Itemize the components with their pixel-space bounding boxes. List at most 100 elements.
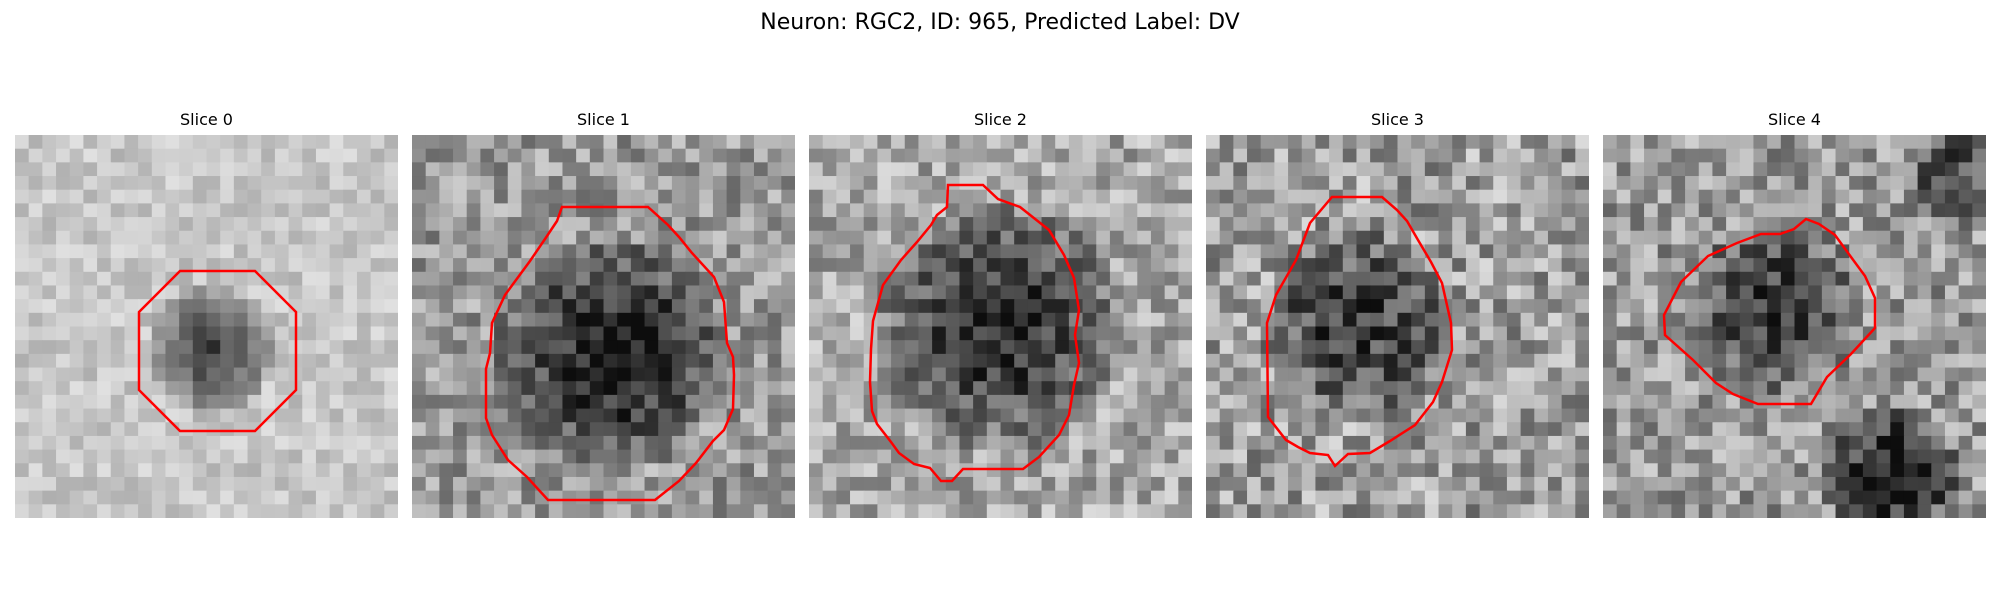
pixel <box>453 354 467 368</box>
pixel <box>494 135 508 149</box>
pixel <box>1808 299 1822 313</box>
pixel <box>508 149 522 163</box>
pixel <box>1452 477 1466 491</box>
pixel <box>426 463 440 477</box>
pixel <box>439 217 453 231</box>
pixel <box>1699 135 1713 149</box>
pixel <box>562 422 576 436</box>
pixel <box>1329 176 1343 190</box>
pixel <box>1480 176 1494 190</box>
pixel <box>535 135 549 149</box>
pixel <box>1288 272 1302 286</box>
pixel <box>220 190 234 204</box>
pixel <box>343 368 357 382</box>
pixel <box>1096 422 1110 436</box>
pixel <box>1658 436 1672 450</box>
pixel <box>850 299 864 313</box>
pixel <box>1329 203 1343 217</box>
pixel <box>83 272 97 286</box>
pixel <box>1617 135 1631 149</box>
pixel <box>371 176 385 190</box>
pixel <box>576 313 590 327</box>
pixel <box>412 477 426 491</box>
pixel <box>1630 436 1644 450</box>
pixel <box>1740 477 1754 491</box>
pixel <box>1014 272 1028 286</box>
pixel <box>1945 436 1959 450</box>
pixel <box>535 149 549 163</box>
pixel <box>1959 176 1973 190</box>
pixel <box>138 491 152 505</box>
pixel <box>1137 299 1151 313</box>
pixel <box>631 162 645 176</box>
pixel <box>645 231 659 245</box>
pixel <box>1945 450 1959 464</box>
pixel <box>1384 450 1398 464</box>
pixel <box>1329 272 1343 286</box>
pixel <box>823 409 837 423</box>
pixel <box>740 258 754 272</box>
pixel <box>1370 244 1384 258</box>
pixel <box>1370 381 1384 395</box>
pixel <box>1480 135 1494 149</box>
pixel <box>1493 477 1507 491</box>
pixel <box>1096 258 1110 272</box>
pixel <box>1055 450 1069 464</box>
pixel <box>56 327 70 341</box>
pixel <box>590 491 604 505</box>
pixel <box>1055 395 1069 409</box>
pixel <box>1028 149 1042 163</box>
pixel <box>234 327 248 341</box>
pixel <box>672 135 686 149</box>
pixel <box>467 491 481 505</box>
pixel <box>234 299 248 313</box>
pixel <box>1233 450 1247 464</box>
pixel <box>1398 381 1412 395</box>
pixel <box>179 368 193 382</box>
pixel <box>645 340 659 354</box>
pixel <box>165 258 179 272</box>
pixel <box>781 190 795 204</box>
pixel <box>1384 327 1398 341</box>
pixel <box>645 162 659 176</box>
pixel <box>220 436 234 450</box>
pixel <box>302 450 316 464</box>
pixel <box>97 313 111 327</box>
pixel <box>1767 368 1781 382</box>
pixel <box>740 477 754 491</box>
pixel <box>1466 244 1480 258</box>
pixel <box>453 463 467 477</box>
pixel <box>508 395 522 409</box>
pixel <box>1165 422 1179 436</box>
pixel <box>56 491 70 505</box>
pixel <box>959 450 973 464</box>
pixel <box>590 381 604 395</box>
pixel <box>877 217 891 231</box>
pixel <box>1069 190 1083 204</box>
pixel <box>330 381 344 395</box>
pixel <box>152 272 166 286</box>
pixel <box>1274 395 1288 409</box>
pixel <box>1493 463 1507 477</box>
pixel <box>1110 381 1124 395</box>
pixel <box>905 299 919 313</box>
pixel <box>453 217 467 231</box>
pixel <box>1151 327 1165 341</box>
pixel <box>1877 176 1891 190</box>
pixel <box>508 313 522 327</box>
pixel <box>261 436 275 450</box>
pixel <box>165 285 179 299</box>
pixel <box>467 162 481 176</box>
pixel <box>1288 354 1302 368</box>
pixel <box>1206 368 1220 382</box>
pixel <box>1534 272 1548 286</box>
pixel <box>576 135 590 149</box>
pixel <box>1151 135 1165 149</box>
pixel <box>1753 258 1767 272</box>
pixel <box>658 463 672 477</box>
pixel <box>371 354 385 368</box>
pixel <box>850 504 864 518</box>
pixel <box>1343 149 1357 163</box>
pixel <box>1904 504 1918 518</box>
pixel <box>1452 354 1466 368</box>
